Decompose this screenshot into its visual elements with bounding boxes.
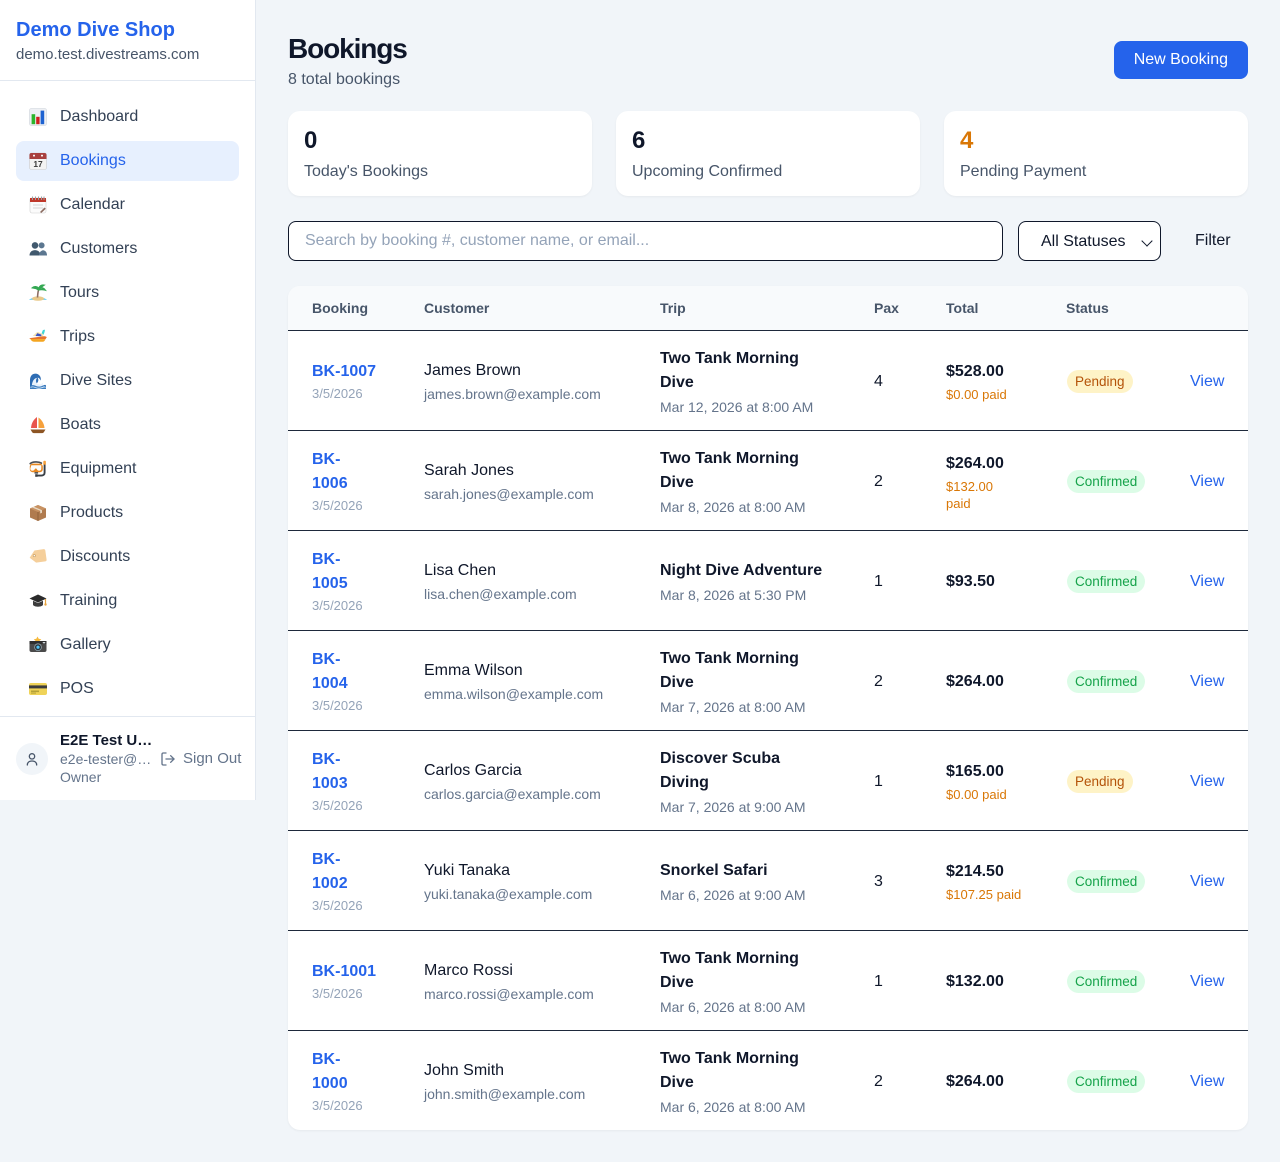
svg-text:17: 17 (33, 159, 43, 169)
